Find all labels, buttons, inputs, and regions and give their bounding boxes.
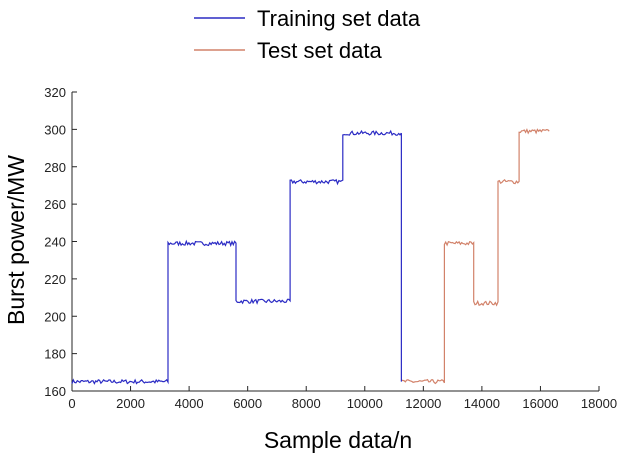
y-tick-label: 180 [44, 347, 66, 362]
legend-label: Test set data [257, 38, 383, 63]
x-tick-label: 6000 [233, 396, 262, 411]
x-tick-label: 2000 [116, 396, 145, 411]
y-tick-label: 220 [44, 272, 66, 287]
tick-layer: 0 2000 4000 6000 8000 10000 12000 14000 16000 180… [44, 85, 617, 411]
x-tick-label: 12000 [405, 396, 441, 411]
y-tick-label: 260 [44, 197, 66, 212]
legend-label: Training set data [257, 6, 421, 31]
x-tick-label: 16000 [522, 396, 558, 411]
y-tick-label: 320 [44, 85, 66, 100]
series-line-training [71, 129, 402, 385]
x-tick-label: 0 [68, 396, 75, 411]
legend: Training set data Test set data [194, 6, 421, 63]
series-line-test [401, 128, 550, 385]
series-layer [71, 128, 550, 385]
plot-area [71, 92, 599, 392]
x-tick-label: 8000 [292, 396, 321, 411]
x-tick-label: 4000 [175, 396, 204, 411]
x-axis-label: Sample data/n [264, 427, 412, 453]
x-tick-label: 14000 [464, 396, 500, 411]
y-tick-label: 240 [44, 235, 66, 250]
x-tick-label: 18000 [581, 396, 617, 411]
y-tick-label: 160 [44, 384, 66, 399]
x-tick-label: 10000 [347, 396, 383, 411]
y-axis-label: Burst power/MW [3, 155, 29, 325]
y-tick-label: 200 [44, 309, 66, 324]
y-tick-label: 300 [44, 122, 66, 137]
y-tick-label: 280 [44, 160, 66, 175]
